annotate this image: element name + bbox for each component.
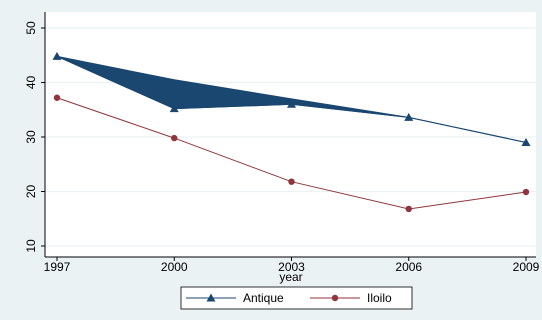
series-antique-point-3: [404, 112, 414, 121]
legend-label-0: Antique: [243, 291, 284, 305]
legend-box: [180, 286, 413, 310]
legend-items: Antique Iloilo: [186, 291, 392, 305]
y-tick-label-4: 50: [24, 21, 38, 35]
y-tick-label-2: 30: [24, 130, 38, 144]
plot-area: [45, 12, 536, 257]
series-layer: [52, 51, 531, 213]
x-axis-title: year: [279, 270, 302, 284]
series-iloilo-point-2: [288, 178, 295, 185]
series-antique-point-4: [521, 137, 531, 146]
axes: [44, 12, 536, 258]
x-tick-label-4: 2009: [513, 260, 540, 274]
series-iloilo-point-0: [53, 94, 61, 101]
series-antique: [52, 51, 531, 146]
legend-marker-1: [331, 294, 339, 302]
legend-item-iloilo: Iloilo: [310, 291, 392, 305]
y-tick-label-3: 40: [24, 76, 38, 90]
series-iloilo: [53, 94, 530, 213]
series-antique-point-0: [52, 51, 62, 60]
y-tick-label-0: 10: [24, 239, 38, 253]
series-iloilo-point-3: [405, 205, 412, 213]
legend: Antique Iloilo: [180, 286, 413, 310]
x-tick-label-2: 2003: [278, 260, 305, 274]
legend-marker-0: [206, 293, 216, 302]
x-tick-label-0: 1997: [44, 260, 71, 274]
y-tick-label-1: 20: [24, 185, 38, 199]
x-tick-label-3: 2006: [395, 260, 422, 274]
series-iloilo-point-1: [171, 134, 178, 142]
series-antique-point-1: [169, 104, 179, 113]
legend-label-1: Iloilo: [367, 291, 392, 305]
series-iloilo-point-4: [522, 188, 530, 196]
tick-layer: 10 20 30 40 50 1997 2000 2003 2006 2009: [24, 21, 540, 274]
x-tick-label-1: 2000: [161, 260, 188, 274]
series-antique-point-2: [287, 99, 296, 108]
legend-item-antique: Antique: [186, 291, 284, 305]
